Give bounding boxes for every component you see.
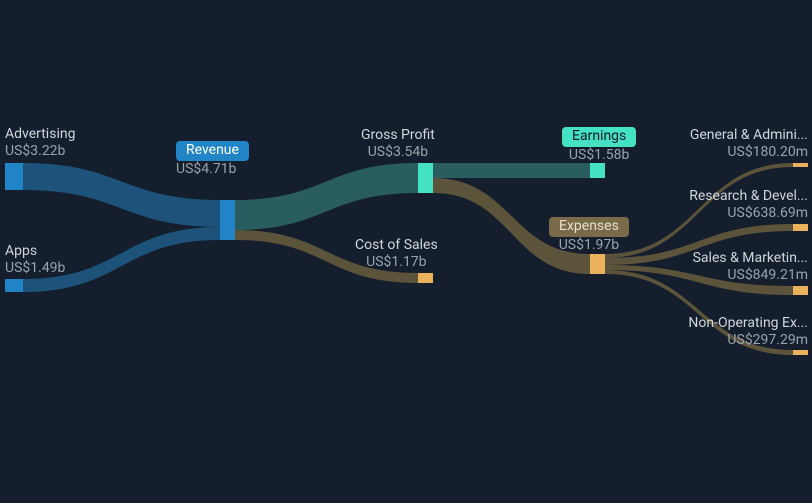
sankey-label-title: Cost of Sales bbox=[355, 237, 438, 254]
sankey-node-rd bbox=[793, 224, 808, 231]
sankey-label-sm: Sales & Marketin...US$849.21m bbox=[693, 250, 808, 284]
sankey-label-cost_of_sales: Cost of SalesUS$1.17b bbox=[355, 237, 438, 271]
sankey-node-sm bbox=[793, 286, 808, 295]
sankey-label-value: US$849.21m bbox=[693, 267, 808, 284]
sankey-label-title: Research & Devel... bbox=[689, 188, 808, 205]
sankey-label-value: US$3.22b bbox=[5, 143, 75, 160]
sankey-label-gross_profit: Gross ProfitUS$3.54b bbox=[361, 127, 435, 161]
sankey-label-title: General & Admini... bbox=[690, 127, 808, 144]
sankey-label-apps: AppsUS$1.49b bbox=[5, 243, 65, 277]
sankey-label-value: US$297.29m bbox=[688, 332, 808, 349]
sankey-label-value: US$1.17b bbox=[355, 254, 438, 271]
sankey-node-apps bbox=[5, 279, 23, 292]
sankey-label-value: US$4.71b bbox=[176, 161, 249, 178]
sankey-label-value: US$180.20m bbox=[690, 144, 808, 161]
sankey-label-earnings: EarningsUS$1.58b bbox=[562, 127, 636, 164]
sankey-label-value: US$1.97b bbox=[549, 237, 629, 254]
sankey-label-value: US$1.49b bbox=[5, 260, 65, 277]
sankey-node-nox bbox=[793, 350, 808, 355]
sankey-label-expenses: ExpensesUS$1.97b bbox=[549, 217, 629, 254]
sankey-label-rd: Research & Devel...US$638.69m bbox=[689, 188, 808, 222]
sankey-label-revenue: RevenueUS$4.71b bbox=[176, 141, 249, 178]
sankey-label-ga: General & Admini...US$180.20m bbox=[690, 127, 808, 161]
sankey-node-earnings bbox=[590, 163, 605, 178]
sankey-link bbox=[235, 163, 418, 230]
sankey-node-gross_profit bbox=[418, 163, 433, 193]
sankey-label-title: Earnings bbox=[562, 127, 636, 147]
sankey-node-cost_of_sales bbox=[418, 273, 433, 283]
sankey-label-value: US$3.54b bbox=[361, 144, 435, 161]
sankey-label-title: Sales & Marketin... bbox=[693, 250, 808, 267]
sankey-label-title: Gross Profit bbox=[361, 127, 435, 144]
sankey-node-expenses bbox=[590, 254, 605, 274]
sankey-node-advertising bbox=[5, 163, 23, 190]
sankey-label-title: Expenses bbox=[549, 217, 629, 237]
sankey-label-title: Advertising bbox=[5, 126, 75, 143]
sankey-node-revenue bbox=[220, 200, 235, 240]
sankey-label-nox: Non-Operating Ex...US$297.29m bbox=[688, 315, 808, 349]
sankey-label-value: US$1.58b bbox=[562, 147, 636, 164]
sankey-node-ga bbox=[793, 163, 808, 167]
sankey-label-title: Apps bbox=[5, 243, 65, 260]
sankey-label-value: US$638.69m bbox=[689, 205, 808, 222]
sankey-label-title: Non-Operating Ex... bbox=[688, 315, 808, 332]
sankey-label-title: Revenue bbox=[176, 141, 249, 161]
sankey-label-advertising: AdvertisingUS$3.22b bbox=[5, 126, 75, 160]
sankey-link bbox=[433, 163, 590, 178]
sankey-chart: AdvertisingUS$3.22bAppsUS$1.49bRevenueUS… bbox=[0, 0, 812, 503]
